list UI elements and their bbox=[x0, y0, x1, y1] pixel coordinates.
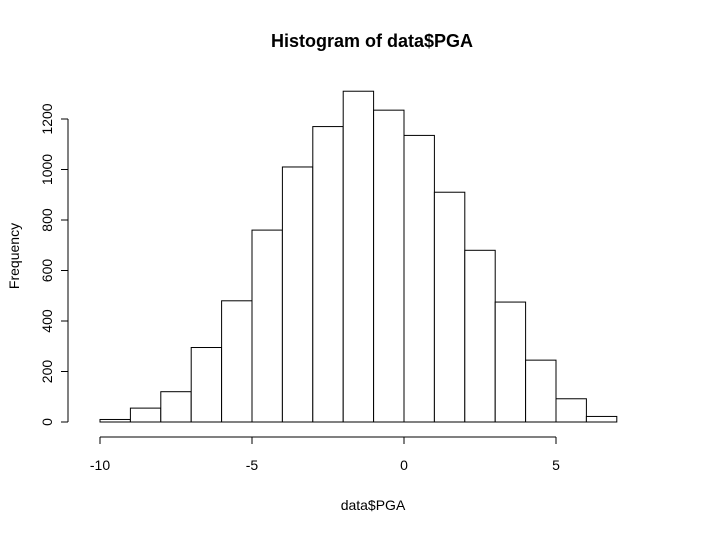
x-tick-label: 0 bbox=[400, 457, 408, 473]
y-tick-label: 600 bbox=[39, 259, 55, 283]
histogram-bar bbox=[433, 191, 466, 423]
x-tick-label: 5 bbox=[552, 457, 560, 473]
histogram-bar bbox=[373, 109, 405, 423]
histogram-bar bbox=[555, 398, 587, 423]
y-tick-label: 0 bbox=[39, 418, 55, 426]
histogram-bar bbox=[585, 415, 618, 423]
y-tick-label: 1200 bbox=[39, 103, 55, 134]
histogram-bar bbox=[342, 90, 375, 423]
x-axis: -10 -5 0 5 bbox=[90, 436, 560, 473]
y-axis: 0 200 400 600 800 1000 1200 bbox=[39, 103, 69, 426]
histogram-bar bbox=[525, 359, 557, 423]
y-tick-label: 800 bbox=[39, 208, 55, 232]
histogram-bar bbox=[99, 418, 131, 423]
histogram-bar bbox=[494, 301, 527, 423]
x-tick-label: -5 bbox=[246, 457, 259, 473]
histogram-bar bbox=[403, 134, 435, 423]
histogram-bar bbox=[464, 249, 496, 423]
y-tick-label: 200 bbox=[39, 360, 55, 384]
histogram-bar bbox=[221, 300, 253, 423]
y-tick-label: 400 bbox=[39, 309, 55, 333]
x-axis-label: data$PGA bbox=[341, 497, 406, 513]
y-tick-label: 1000 bbox=[39, 154, 55, 185]
histogram-bar bbox=[160, 391, 192, 423]
histogram-bar bbox=[190, 347, 223, 423]
histogram-bar bbox=[251, 229, 283, 423]
histogram-bar bbox=[129, 407, 162, 423]
y-axis-label: Frequency bbox=[6, 223, 22, 289]
x-tick-label: -10 bbox=[90, 457, 110, 473]
histogram-bar bbox=[312, 126, 344, 423]
histogram-bar bbox=[281, 166, 314, 423]
chart-title: Histogram of data$PGA bbox=[271, 31, 473, 51]
bars-group bbox=[99, 90, 618, 423]
